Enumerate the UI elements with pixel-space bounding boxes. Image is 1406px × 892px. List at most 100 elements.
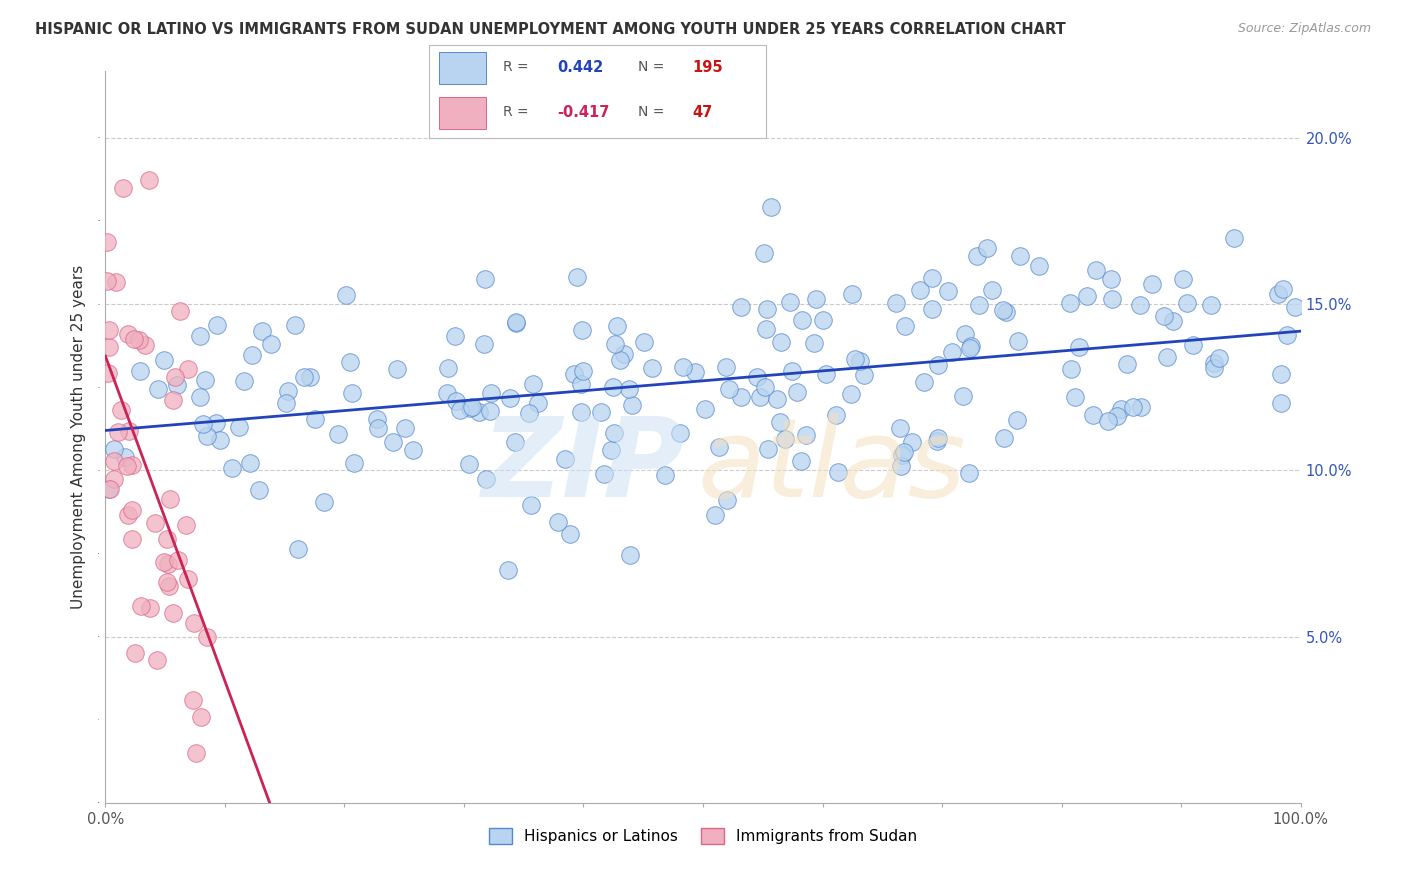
Point xyxy=(162,607,184,621)
Point xyxy=(394,421,416,435)
Point xyxy=(1107,409,1129,423)
Point xyxy=(600,442,623,457)
Point xyxy=(1076,288,1098,302)
Point xyxy=(1008,249,1031,263)
Point xyxy=(602,380,624,394)
Point xyxy=(1270,367,1292,381)
Point xyxy=(437,360,460,375)
Point xyxy=(769,415,792,429)
Point xyxy=(104,275,127,289)
Point xyxy=(1199,298,1222,312)
Point xyxy=(174,517,197,532)
Point xyxy=(955,326,977,341)
Point xyxy=(993,431,1015,445)
Text: Source: ZipAtlas.com: Source: ZipAtlas.com xyxy=(1237,22,1371,36)
Point xyxy=(100,483,122,497)
Point xyxy=(277,384,299,399)
Point xyxy=(1177,296,1199,310)
Point xyxy=(908,283,931,297)
Point xyxy=(921,270,943,285)
Point xyxy=(121,503,143,517)
Point xyxy=(232,375,254,389)
Point xyxy=(957,466,980,480)
Point xyxy=(672,360,695,375)
Point xyxy=(117,458,139,473)
Point xyxy=(844,351,866,366)
Point xyxy=(755,301,778,316)
Point xyxy=(228,419,250,434)
Point xyxy=(780,364,803,378)
Text: R =: R = xyxy=(503,105,533,119)
Point xyxy=(547,516,569,530)
Point xyxy=(460,400,482,414)
Text: N =: N = xyxy=(638,105,669,119)
Point xyxy=(517,406,540,420)
Point xyxy=(745,370,768,384)
Point xyxy=(620,398,643,412)
Point xyxy=(1060,361,1083,376)
Point xyxy=(96,235,118,249)
Point xyxy=(503,435,526,450)
Point xyxy=(204,416,226,430)
Point xyxy=(122,333,145,347)
Point xyxy=(128,333,150,347)
Point xyxy=(912,376,935,390)
Point xyxy=(250,324,273,338)
Point xyxy=(1202,360,1225,375)
Point xyxy=(382,434,405,449)
Point xyxy=(1156,351,1178,365)
Point xyxy=(1115,357,1137,371)
Point xyxy=(188,329,211,343)
Legend: Hispanics or Latinos, Immigrants from Sudan: Hispanics or Latinos, Immigrants from Su… xyxy=(482,822,924,850)
Point xyxy=(894,319,917,334)
Point xyxy=(124,646,146,660)
Point xyxy=(839,386,862,401)
Point xyxy=(367,421,389,435)
Text: atlas: atlas xyxy=(697,413,966,520)
Point xyxy=(841,286,863,301)
Point xyxy=(981,283,1004,297)
Point xyxy=(976,242,998,256)
Point xyxy=(889,458,911,473)
Point xyxy=(779,295,801,310)
Point xyxy=(852,368,875,383)
Point xyxy=(730,390,752,404)
Point xyxy=(110,403,132,417)
Point xyxy=(129,363,152,377)
Point xyxy=(444,328,467,343)
Point xyxy=(941,345,963,359)
Point xyxy=(754,380,776,394)
Point xyxy=(991,303,1014,318)
Point xyxy=(770,334,793,349)
Text: 0.442: 0.442 xyxy=(557,60,603,75)
Point xyxy=(815,367,838,381)
Point xyxy=(103,472,125,486)
Point xyxy=(1173,271,1195,285)
Point xyxy=(1284,300,1306,314)
Point xyxy=(505,315,527,329)
Point xyxy=(1275,328,1298,343)
Point xyxy=(685,365,707,379)
Point xyxy=(716,492,738,507)
Point xyxy=(827,465,849,479)
Bar xyxy=(439,97,486,129)
Point xyxy=(474,272,496,286)
Point xyxy=(194,373,217,387)
Point xyxy=(340,385,363,400)
Point xyxy=(339,355,361,369)
Point xyxy=(749,390,772,404)
Point xyxy=(1069,340,1091,354)
Point xyxy=(287,542,309,557)
Point xyxy=(803,335,825,350)
Point xyxy=(1153,310,1175,324)
Point xyxy=(1181,338,1204,352)
Point xyxy=(613,347,636,361)
Point xyxy=(527,396,550,410)
Point xyxy=(103,454,125,468)
Point xyxy=(790,454,813,468)
Point xyxy=(312,495,335,509)
Point xyxy=(326,426,349,441)
Point xyxy=(247,483,270,497)
Point xyxy=(994,304,1017,318)
Point xyxy=(1270,396,1292,410)
